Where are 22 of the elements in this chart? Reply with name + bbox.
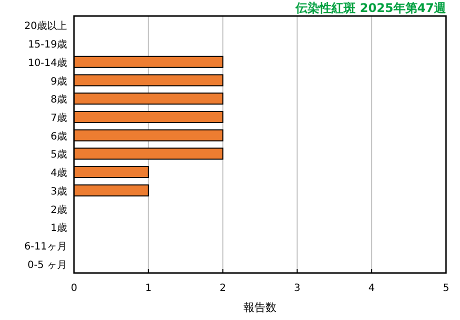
y-tick-label: 7歳 bbox=[50, 112, 67, 124]
y-tick-label: 6歳 bbox=[50, 130, 67, 142]
y-tick-label: 0-5 ヶ月 bbox=[27, 260, 67, 271]
x-tick-label: 5 bbox=[442, 283, 450, 294]
y-tick-label: 8歳 bbox=[50, 94, 67, 106]
y-tick-label: 4歳 bbox=[50, 167, 67, 180]
y-tick-label: 5歳 bbox=[50, 148, 67, 161]
x-axis-title: 報告数 bbox=[244, 301, 276, 314]
x-tick-label: 0 bbox=[70, 283, 78, 294]
x-tick-label: 1 bbox=[145, 283, 152, 294]
x-tick-label: 2 bbox=[220, 283, 226, 294]
y-tick-label: 2歳 bbox=[50, 204, 67, 216]
y-tick-label: 20歳以上 bbox=[24, 20, 67, 32]
y-tick-label: 10-14歳 bbox=[28, 56, 67, 69]
y-tick-label: 9歳 bbox=[50, 75, 67, 88]
y-tick-label: 1歳 bbox=[50, 222, 67, 234]
x-tick-label: 3 bbox=[294, 283, 300, 294]
y-tick-label: 15-19歳 bbox=[28, 38, 67, 51]
x-tick-label: 4 bbox=[368, 283, 375, 294]
chart-title: 伝染性紅斑 2025年第47週 bbox=[294, 1, 447, 15]
y-tick-label: 3歳 bbox=[50, 185, 67, 198]
y-tick-label: 6-11ヶ月 bbox=[24, 241, 67, 252]
